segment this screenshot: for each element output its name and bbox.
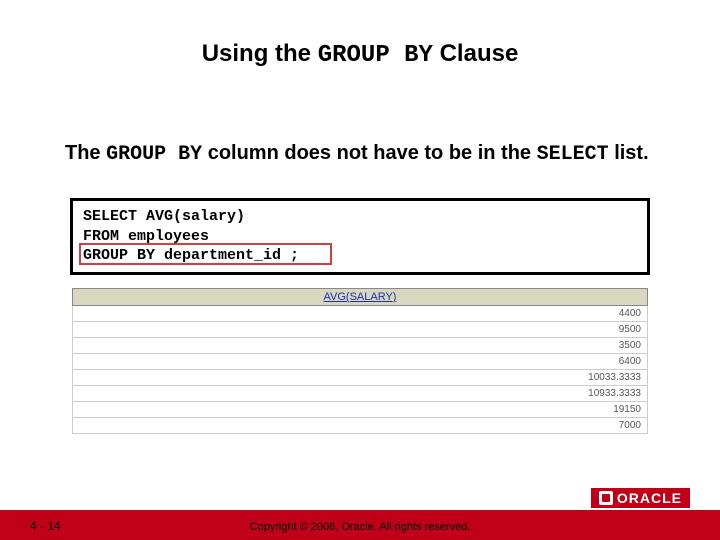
title-prefix: Using the	[202, 40, 318, 67]
sql-kw2: FROM	[83, 228, 128, 245]
slide: Using the GROUP BY Clause The GROUP BY c…	[0, 0, 720, 540]
table-cell: 9500	[73, 322, 648, 338]
table-cell: 10933.3333	[73, 386, 648, 402]
slide-subtitle: The GROUP BY column does not have to be …	[65, 140, 670, 168]
subtitle-suffix: list.	[609, 142, 649, 164]
oracle-logo: ORACLE	[591, 488, 690, 508]
table-row: 19150	[73, 402, 648, 418]
table-cell: 19150	[73, 402, 648, 418]
sql-kw1: SELECT	[83, 208, 146, 225]
subtitle-code1: GROUP BY	[106, 143, 202, 166]
table-cell: 4400	[73, 306, 648, 322]
table-header: AVG(SALARY)	[73, 289, 648, 306]
table-cell: 3500	[73, 338, 648, 354]
table-cell: 10033.3333	[73, 370, 648, 386]
sql-rest3: department_id ;	[164, 247, 299, 264]
table-row: 10933.3333	[73, 386, 648, 402]
table-row: 6400	[73, 354, 648, 370]
title-suffix: Clause	[433, 40, 518, 67]
table-row: 3500	[73, 338, 648, 354]
sql-line-2: FROM employees	[83, 227, 637, 247]
sql-rest2: employees	[128, 228, 209, 245]
sql-rest1: AVG(salary)	[146, 208, 245, 225]
table-row: 10033.3333	[73, 370, 648, 386]
table-cell: 7000	[73, 418, 648, 434]
title-code: GROUP BY	[318, 42, 433, 69]
table-row: 9500	[73, 322, 648, 338]
table-row: 4400	[73, 306, 648, 322]
table-row: 7000	[73, 418, 648, 434]
table-body: 4400 9500 3500 6400 10033.3333 10933.333…	[73, 306, 648, 434]
sql-code-block: SELECT AVG(salary) FROM employees GROUP …	[70, 198, 650, 275]
slide-title: Using the GROUP BY Clause	[0, 0, 720, 69]
subtitle-code2: SELECT	[537, 143, 609, 166]
sql-line-1: SELECT AVG(salary)	[83, 207, 637, 227]
logo-text: ORACLE	[617, 490, 682, 506]
table-cell: 6400	[73, 354, 648, 370]
result-table: AVG(SALARY) 4400 9500 3500 6400 10033.33…	[72, 288, 648, 434]
sql-line-3: GROUP BY department_id ;	[83, 246, 637, 266]
subtitle-prefix: The	[65, 142, 106, 164]
subtitle-mid: column does not have to be in the	[202, 142, 536, 164]
logo-icon	[599, 491, 613, 505]
copyright-text: Copyright © 2006, Oracle. All rights res…	[0, 521, 720, 533]
sql-kw3: GROUP BY	[83, 247, 164, 264]
